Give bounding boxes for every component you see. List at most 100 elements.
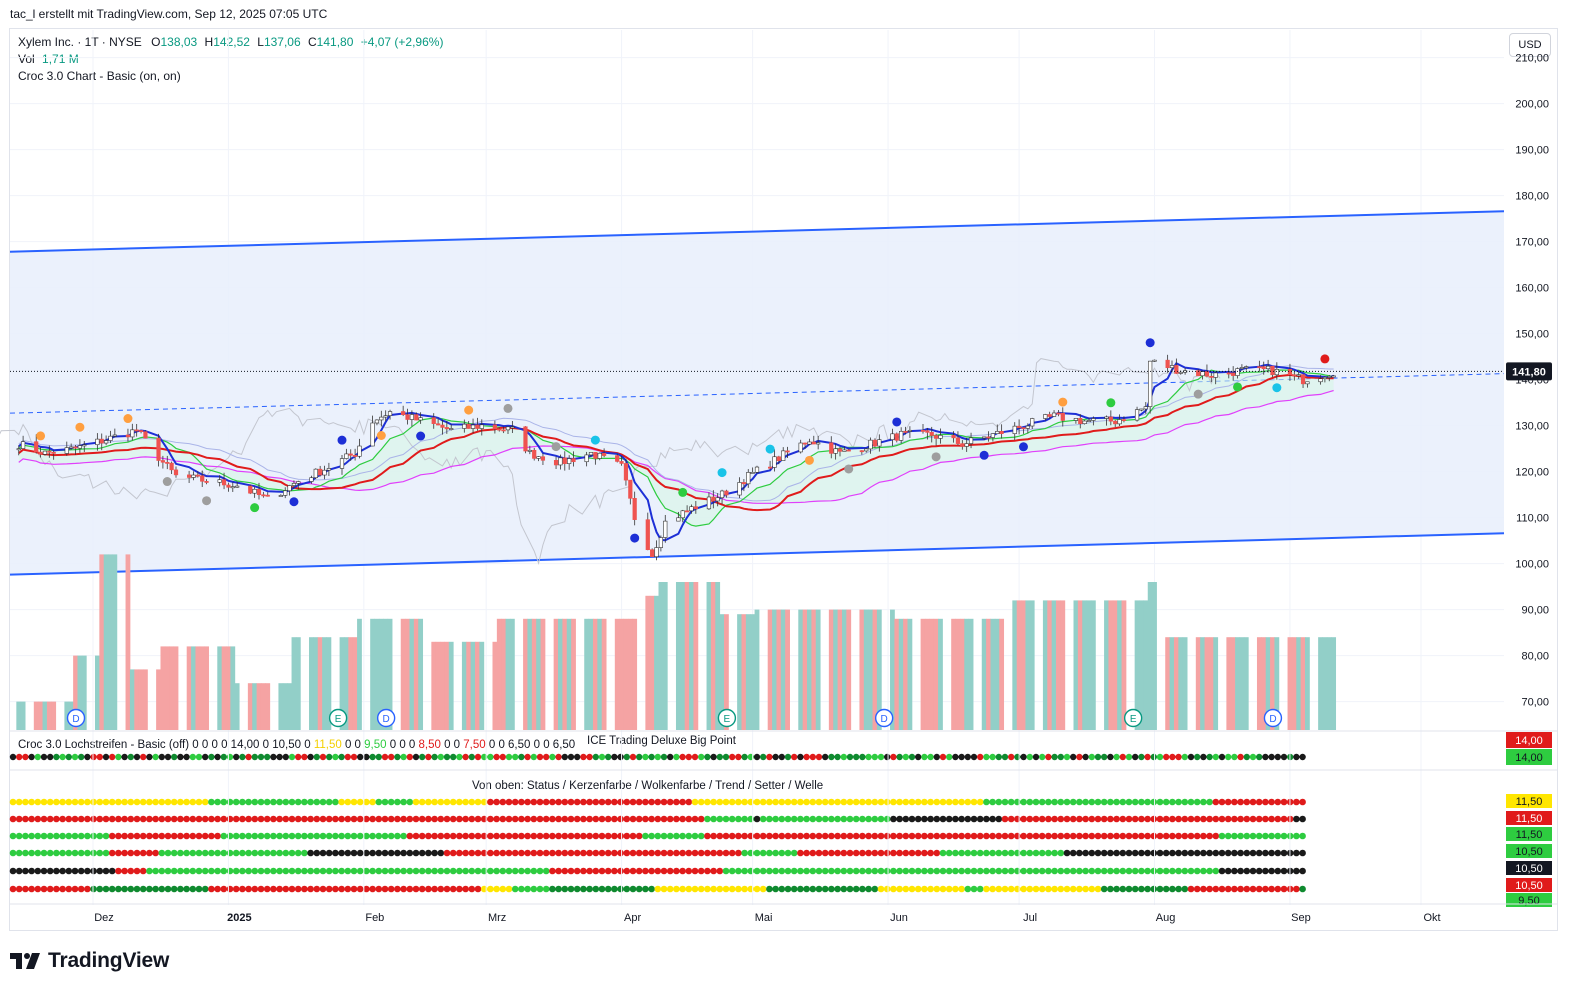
status-dot <box>449 867 457 875</box>
punch-dot <box>822 753 829 761</box>
status-dot <box>784 849 792 857</box>
status-dot <box>220 815 228 823</box>
status-dot <box>1268 885 1275 893</box>
candle-body <box>374 419 380 424</box>
punch-dot <box>412 753 420 761</box>
status-dot <box>1212 798 1220 806</box>
signal-dot <box>630 533 640 543</box>
status-dot <box>468 815 476 823</box>
status-dot <box>846 832 854 840</box>
status-dot <box>133 849 141 857</box>
candle-body <box>680 510 685 519</box>
status-dot <box>549 867 556 875</box>
status-dot <box>102 832 110 840</box>
volume-bar <box>1265 637 1271 730</box>
status-dot <box>945 832 953 840</box>
punch-dot <box>1119 753 1127 761</box>
volume-bar <box>841 609 847 730</box>
status-dot <box>530 867 538 875</box>
status-dot <box>412 885 420 893</box>
status-dot <box>958 798 965 806</box>
status-dot <box>276 867 283 875</box>
pink-indicator-line <box>18 389 1334 504</box>
punch-dot <box>468 753 475 761</box>
pane2-title[interactable]: Croc 3.0 Lochstreifen - Basic (off) 0 0 … <box>18 739 575 751</box>
status-dot <box>443 798 451 806</box>
volume-legend[interactable]: Vol 1,71 M <box>18 52 79 66</box>
legend-symbol[interactable]: Xylem Inc. · 1T · NYSE <box>18 35 142 49</box>
pane3-title[interactable]: Von oben: Status / Kerzenfarbe / Wolkenf… <box>472 780 824 792</box>
status-dot <box>1069 849 1077 857</box>
punch-dot <box>47 753 54 761</box>
volume-bar <box>173 646 179 730</box>
status-dot <box>1063 832 1071 840</box>
status-dot <box>350 849 358 857</box>
candle-body <box>785 450 790 453</box>
punch-dot <box>270 753 277 761</box>
volume-bar <box>466 641 472 730</box>
status-dot <box>1100 832 1108 840</box>
status-dot <box>1125 867 1133 875</box>
status-dot <box>214 885 221 893</box>
status-dot <box>46 849 54 857</box>
status-dot <box>350 832 358 840</box>
status-dot <box>96 798 104 806</box>
status-dot <box>710 815 717 823</box>
currency-button[interactable]: USD <box>1509 33 1551 57</box>
candle-body <box>982 436 987 439</box>
status-dot <box>350 798 358 806</box>
status-dot <box>164 885 172 893</box>
status-dot <box>1076 867 1083 875</box>
status-dot <box>1144 885 1151 893</box>
punch-dot <box>803 753 810 761</box>
volume-bar <box>94 655 100 730</box>
status-dot <box>821 832 829 840</box>
status-dot <box>102 867 110 875</box>
status-dot <box>871 867 879 875</box>
status-dot <box>456 849 463 857</box>
volume-bar <box>378 618 384 730</box>
chart-watermark-line: tac_l erstellt mit TradingView.com, Sep … <box>10 7 328 21</box>
status-dot <box>865 832 872 840</box>
status-dot <box>797 849 804 857</box>
volume-bar <box>278 683 284 730</box>
punch-dot <box>989 753 996 761</box>
punch-dot <box>239 753 246 761</box>
candle-body <box>322 469 327 476</box>
status-dot <box>945 885 953 893</box>
punch-dot <box>840 753 847 761</box>
status-dot <box>96 832 104 840</box>
status-dot <box>567 815 575 823</box>
status-dot <box>983 815 990 823</box>
status-dot <box>381 798 389 806</box>
status-dot <box>214 867 221 875</box>
status-dot <box>1181 815 1189 823</box>
candle-body <box>134 429 139 432</box>
punch-dot <box>202 753 209 761</box>
punch-dot <box>450 753 457 761</box>
status-dot <box>1162 867 1170 875</box>
volume-bar <box>343 637 349 730</box>
status-dot <box>710 885 717 893</box>
candle-body <box>235 485 240 488</box>
candle-body <box>588 452 594 456</box>
status-dot <box>1237 885 1244 893</box>
tradingview-logo[interactable]: TradingView <box>10 949 169 973</box>
signal-dot <box>678 487 688 497</box>
candle-body <box>1047 414 1052 417</box>
status-dot <box>1045 815 1052 823</box>
status-dot <box>325 867 333 875</box>
volume-bar <box>536 618 541 730</box>
pane2-value: 0 <box>386 739 397 751</box>
candle-body <box>968 437 974 444</box>
status-dot <box>722 867 730 875</box>
candle-body <box>842 449 847 452</box>
candle-body <box>540 456 546 461</box>
candle-body <box>261 494 266 497</box>
volume-bar <box>400 618 406 730</box>
signal-dot <box>1272 383 1282 393</box>
signal-dot <box>1320 354 1330 364</box>
status-dot <box>1057 832 1065 840</box>
indicator-legend[interactable]: Croc 3.0 Chart - Basic (on, on) <box>18 69 181 83</box>
